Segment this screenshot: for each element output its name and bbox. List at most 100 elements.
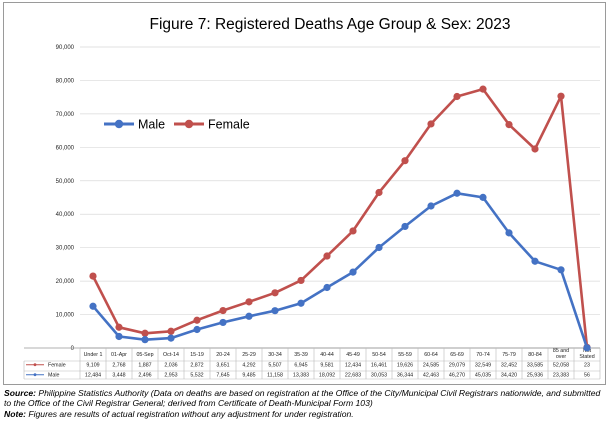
- male-data-point: [375, 243, 383, 252]
- female-data-point: [531, 145, 539, 153]
- male-data-point: [349, 268, 357, 276]
- female-data-point: [349, 227, 357, 235]
- female-data-point: [297, 276, 305, 285]
- x-tick-label: 65-69: [450, 352, 464, 358]
- male-data-point: [115, 332, 123, 341]
- male-data-point: [583, 344, 591, 352]
- female-legend-label: Female: [208, 118, 250, 132]
- female-data-label: 12,434: [345, 363, 361, 369]
- female-data-point: [271, 289, 279, 297]
- female-data-point: [115, 323, 123, 331]
- y-tick-label: 10,000: [56, 313, 75, 319]
- x-tick-label: 50-54: [372, 352, 386, 358]
- female-data-label: 29,079: [449, 363, 465, 369]
- male-data-label: 3,448: [112, 373, 125, 379]
- x-tick-label: 25-29: [242, 352, 256, 358]
- male-data-label: 9,485: [242, 373, 255, 379]
- x-tick-label: 35-39: [294, 352, 308, 358]
- female-series-line: [91, 87, 589, 348]
- male-data-point: [271, 307, 279, 315]
- male-legend-marker: [114, 119, 124, 129]
- x-tick-label: 20-24: [216, 352, 230, 358]
- female-data-point: [193, 316, 201, 324]
- y-tick-label: 0: [71, 346, 75, 352]
- y-axis: 0 10,000 20,000 30,000 40,000 50,000 60,000 70,…: [56, 45, 75, 352]
- female-data-point: [219, 306, 227, 315]
- x-tick-label: 15-19: [190, 352, 204, 358]
- y-tick-label: 80,000: [56, 78, 75, 84]
- male-data-label: 34,420: [501, 373, 517, 379]
- male-data-point: [531, 257, 539, 265]
- y-tick-label: 40,000: [56, 212, 75, 218]
- female-data-point: [141, 329, 149, 337]
- x-tick-label: over: [556, 354, 567, 360]
- male-data-label: 12,484: [85, 373, 101, 379]
- male-data-label: 56: [584, 373, 590, 379]
- female-data-label: 19,626: [397, 363, 413, 369]
- female-data-point: [557, 92, 565, 100]
- male-data-label: 13,383: [293, 373, 309, 379]
- x-tick-label: 75-79: [502, 352, 516, 358]
- female-data-label: 4,292: [242, 363, 255, 369]
- female-data-label: 1,887: [138, 363, 151, 369]
- chart-frame: Figure 7: Registered Deaths Age Group & …: [3, 2, 606, 385]
- y-tick-label: 60,000: [56, 145, 75, 151]
- male-data-point: [427, 202, 435, 210]
- y-tick-label: 30,000: [56, 246, 75, 252]
- male-data-point: [245, 312, 253, 320]
- male-data-label: 5,532: [190, 373, 203, 379]
- female-legend-marker: [184, 119, 194, 129]
- footnotes: Source: Philippine Statistics Authority …: [4, 388, 607, 419]
- x-tick-label: 30-34: [268, 352, 282, 358]
- x-tick-label: 60-64: [424, 352, 438, 358]
- female-data-point: [89, 272, 97, 280]
- male-data-label: 30,053: [371, 373, 387, 379]
- source-label: Source:: [4, 388, 36, 398]
- male-data-point: [323, 283, 331, 292]
- x-tick-label: 05-Sep: [136, 352, 153, 358]
- female-data-label: 23: [584, 363, 590, 369]
- female-data-point: [167, 327, 175, 335]
- note-text: Figures are results of actual registrati…: [28, 408, 354, 419]
- x-tick-label: 85 and: [553, 348, 569, 354]
- series-lines: [89, 85, 591, 352]
- female-data-point: [323, 252, 331, 260]
- x-tick-label: 55-59: [398, 352, 412, 358]
- source-text: Philippine Statistics Authority (Data on…: [4, 388, 601, 409]
- male-data-label: 11,158: [267, 373, 283, 379]
- data-table: Under 1 01-Apr 05-Sep Oct-14 15-19 20-24 25-29…: [23, 347, 601, 380]
- male-data-point: [89, 302, 97, 310]
- female-data-label: 2,872: [190, 363, 203, 369]
- female-data-label: 3,651: [216, 363, 229, 369]
- male-data-label: 7,645: [216, 373, 229, 379]
- x-tick-label: 01-Apr: [111, 352, 127, 358]
- legend: Male Female: [104, 118, 250, 132]
- y-tick-label: 50,000: [56, 179, 75, 185]
- male-data-label: 46,270: [449, 373, 465, 379]
- female-data-point: [427, 120, 435, 128]
- male-data-point: [557, 266, 565, 274]
- female-table-row-label: Female: [48, 363, 66, 369]
- y-tick-label: 20,000: [56, 279, 75, 285]
- male-data-point: [479, 193, 487, 201]
- female-data-point: [375, 188, 383, 197]
- male-data-point: [401, 222, 409, 231]
- x-tick-label: 45-49: [346, 352, 360, 358]
- line-chart: Figure 7: Registered Deaths Age Group & …: [23, 16, 601, 380]
- male-data-point: [297, 299, 305, 307]
- female-data-point: [505, 120, 513, 129]
- male-legend-label: Male: [138, 118, 165, 132]
- female-data-label: 32,549: [475, 363, 491, 369]
- female-data-label: 5,507: [268, 363, 281, 369]
- male-data-label: 42,463: [423, 373, 439, 379]
- chart-title: Figure 7: Registered Deaths Age Group & …: [149, 16, 510, 33]
- male-data-label: 2,953: [164, 373, 177, 379]
- male-data-label: 45,035: [475, 373, 491, 379]
- male-data-label: 2,496: [138, 373, 151, 379]
- male-data-point: [505, 229, 513, 237]
- male-data-point: [453, 189, 461, 197]
- male-table-key-marker: [33, 373, 37, 377]
- female-data-label: 9,581: [320, 363, 333, 369]
- female-data-point: [453, 92, 461, 101]
- male-data-point: [193, 325, 201, 334]
